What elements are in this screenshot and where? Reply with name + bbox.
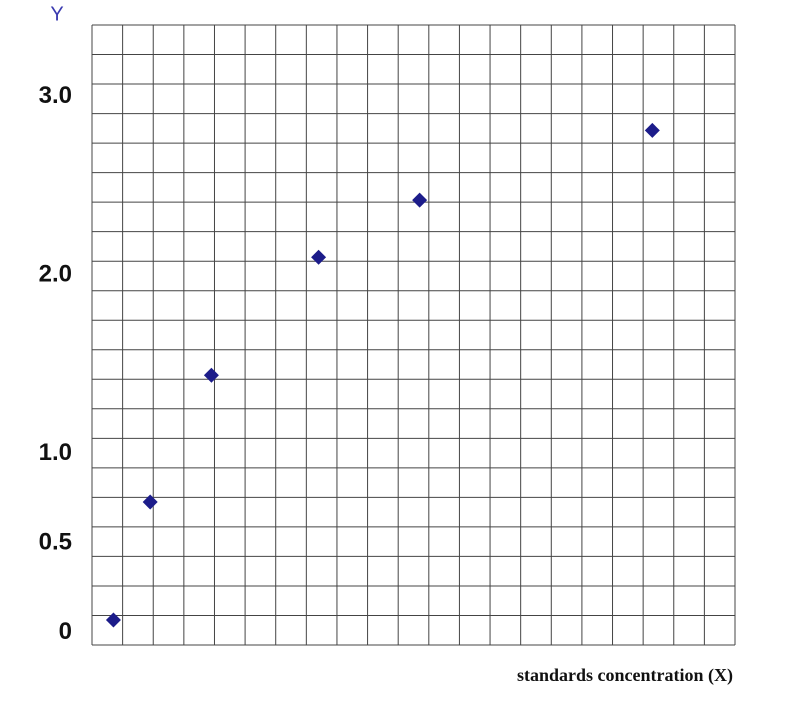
y-tick-label: 1.0 — [39, 439, 72, 466]
data-point — [142, 494, 158, 510]
y-tick-label: 0.5 — [39, 528, 72, 555]
y-tick-label: 2.0 — [39, 260, 72, 287]
data-point — [203, 367, 219, 383]
x-axis-title: standards concentration (X) — [517, 665, 733, 686]
data-point — [412, 192, 428, 208]
data-point — [311, 249, 327, 265]
y-axis-title: Y — [50, 3, 63, 25]
data-point — [644, 122, 660, 138]
data-point — [105, 612, 121, 628]
grid — [91, 24, 736, 646]
y-tick-label: 3.0 — [39, 82, 72, 109]
y-tick-label: 0 — [59, 618, 72, 645]
